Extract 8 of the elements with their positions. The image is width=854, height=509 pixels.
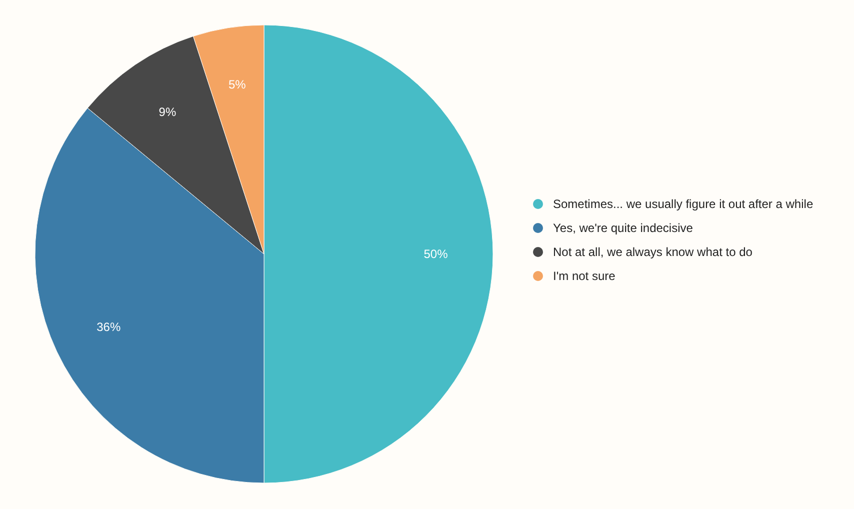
- legend-label: I'm not sure: [553, 269, 616, 283]
- data-label: 36%: [96, 320, 121, 334]
- legend-label: Sometimes... we usually figure it out after a while: [553, 197, 814, 211]
- data-label: 9%: [158, 104, 176, 119]
- legend-label: Yes, we're quite indecisive: [553, 221, 694, 235]
- data-label: 5%: [228, 77, 246, 92]
- legend-label: Not at all, we always know what to do: [553, 245, 753, 259]
- data-label: 50%: [424, 247, 448, 261]
